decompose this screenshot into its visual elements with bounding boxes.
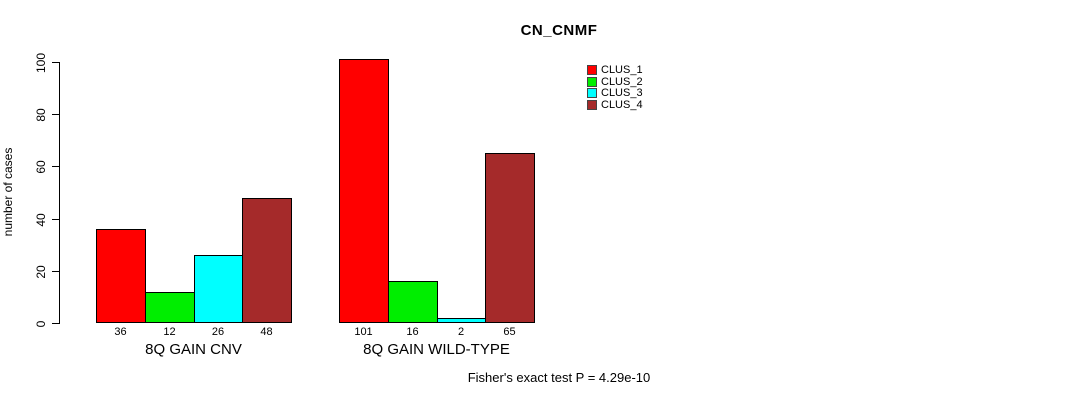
legend-swatch-clus_2 xyxy=(587,76,597,87)
legend-swatch-clus_3 xyxy=(587,88,597,98)
bar-clus_2 xyxy=(145,292,195,323)
bar-clus_1 xyxy=(96,229,146,323)
bar-value-label: 101 xyxy=(354,326,373,338)
y-tick-label: 80 xyxy=(34,107,48,122)
y-tick-label: 100 xyxy=(34,52,48,73)
y-tick-mark xyxy=(52,323,59,324)
y-tick-mark xyxy=(52,271,59,272)
bar-value-label: 48 xyxy=(260,326,273,338)
y-tick-mark xyxy=(52,62,59,63)
bar-value-label: 2 xyxy=(457,326,465,338)
bar-value-label: 36 xyxy=(114,326,127,338)
legend-swatch-clus_4 xyxy=(587,99,597,110)
legend-label: CLUS_1 xyxy=(601,64,643,76)
y-axis-label: number of cases xyxy=(1,147,15,237)
legend-item: CLUS_2 xyxy=(587,75,643,88)
legend-item: CLUS_4 xyxy=(587,98,643,111)
legend: CLUS_1 CLUS_2 CLUS_3 CLUS_4 xyxy=(587,65,643,111)
y-tick-mark xyxy=(52,114,59,115)
bar-clus_2 xyxy=(388,281,438,323)
bar-clus_4 xyxy=(485,153,535,323)
legend-label: CLUS_2 xyxy=(601,75,643,88)
bar-value-label: 12 xyxy=(163,326,176,338)
legend-label: CLUS_4 xyxy=(601,98,643,111)
annotation-text: Fisher's exact test P = 4.29e-10 xyxy=(467,370,651,385)
legend-label: CLUS_3 xyxy=(601,87,643,99)
group-label: 8Q GAIN WILD-TYPE xyxy=(363,341,510,358)
bar-value-label: 16 xyxy=(406,326,419,338)
y-tick-label: 20 xyxy=(34,264,48,279)
bar-clus_3 xyxy=(194,255,243,323)
y-axis-line xyxy=(59,62,60,324)
y-tick-label: 60 xyxy=(34,159,48,174)
legend-swatch-clus_1 xyxy=(587,65,597,75)
y-tick-mark xyxy=(52,219,59,220)
bar-value-label: 65 xyxy=(503,326,516,338)
y-tick-mark xyxy=(52,166,59,167)
group-label: 8Q GAIN CNV xyxy=(145,341,242,358)
y-tick-label: 40 xyxy=(34,212,48,227)
bar-clus_3 xyxy=(437,318,486,323)
legend-item: CLUS_1 xyxy=(587,64,643,76)
bar-clus_1 xyxy=(339,59,389,323)
bar-value-label: 26 xyxy=(211,326,225,338)
legend-item: CLUS_3 xyxy=(587,87,643,99)
bar-clus_4 xyxy=(242,198,292,323)
y-tick-label: 0 xyxy=(34,320,48,327)
chart-title: CN_CNMF xyxy=(520,22,598,39)
